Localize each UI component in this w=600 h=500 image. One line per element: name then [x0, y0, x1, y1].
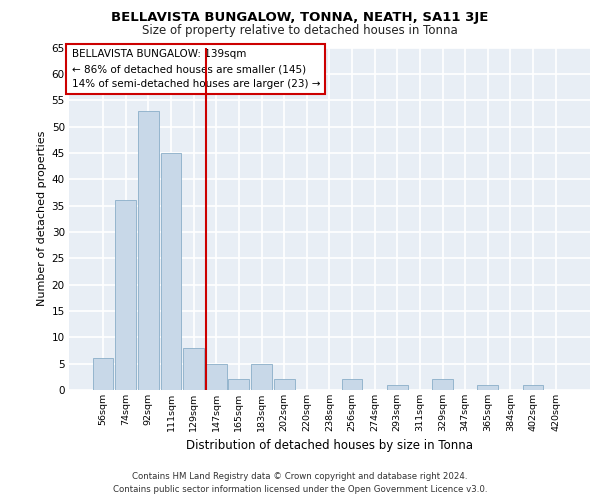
Bar: [206, 364, 227, 390]
X-axis label: Distribution of detached houses by size in Tonna: Distribution of detached houses by size …: [186, 440, 473, 452]
Bar: [115, 200, 136, 390]
Bar: [432, 380, 453, 390]
Text: Contains HM Land Registry data © Crown copyright and database right 2024.
Contai: Contains HM Land Registry data © Crown c…: [113, 472, 487, 494]
Bar: [161, 153, 181, 390]
Y-axis label: Number of detached properties: Number of detached properties: [37, 131, 47, 306]
Bar: [478, 384, 498, 390]
Bar: [341, 380, 362, 390]
Bar: [92, 358, 113, 390]
Text: BELLAVISTA BUNGALOW, TONNA, NEATH, SA11 3JE: BELLAVISTA BUNGALOW, TONNA, NEATH, SA11 …: [112, 11, 488, 24]
Bar: [138, 110, 159, 390]
Bar: [523, 384, 544, 390]
Text: Size of property relative to detached houses in Tonna: Size of property relative to detached ho…: [142, 24, 458, 37]
Bar: [387, 384, 408, 390]
Bar: [183, 348, 204, 390]
Bar: [251, 364, 272, 390]
Bar: [229, 380, 249, 390]
Bar: [274, 380, 295, 390]
Text: BELLAVISTA BUNGALOW: 139sqm
← 86% of detached houses are smaller (145)
14% of se: BELLAVISTA BUNGALOW: 139sqm ← 86% of det…: [71, 49, 320, 89]
